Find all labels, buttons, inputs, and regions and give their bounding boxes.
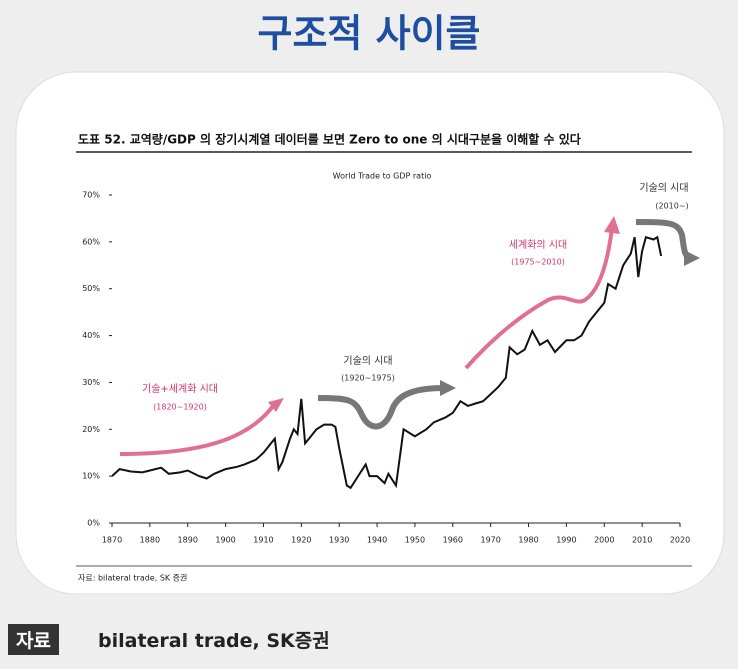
y-tick-label: 0% xyxy=(87,519,100,528)
chart-panel xyxy=(15,71,725,595)
chart-source: 자료: bilateral trade, SK 증권 xyxy=(78,573,187,583)
annotation: 기술의 시대 xyxy=(343,355,392,367)
plot: 0% 10% 20% 30% 40% 50% 60% 70% 1870 1880 1890 1900 1… xyxy=(82,182,690,545)
x-tick-label: 1980 xyxy=(518,536,538,545)
annotation: (1975~2010) xyxy=(511,258,565,267)
era-arrowhead xyxy=(684,250,700,266)
era-arrow xyxy=(317,385,445,430)
x-tick-label: 2010 xyxy=(632,536,652,545)
annotation: (1920~1975) xyxy=(341,374,395,383)
chart-title: World Trade to GDP ratio xyxy=(333,172,432,181)
slide-title: 구조적 사이클 xyxy=(258,12,481,56)
annotation: 기술의 시대 xyxy=(639,182,688,194)
annotation: 기술+세계화 시대 xyxy=(142,383,218,395)
x-tick-label: 1890 xyxy=(178,536,198,545)
era-arrow xyxy=(464,227,614,370)
era-arrowhead xyxy=(268,398,284,412)
annotation: (1820~1920) xyxy=(153,403,207,412)
footer-text: bilateral trade, SK증권 xyxy=(98,630,330,652)
x-tick-label: 1940 xyxy=(367,536,387,545)
y-tick-label: 30% xyxy=(82,378,100,387)
data-line xyxy=(111,235,663,490)
x-tick-label: 2000 xyxy=(594,536,614,545)
y-tick-label: 50% xyxy=(82,284,100,293)
x-tick-label: 1990 xyxy=(556,536,576,545)
footer-label: 자료 xyxy=(8,624,59,655)
y-tick-label: 70% xyxy=(82,191,100,200)
era-arrowhead xyxy=(604,216,620,234)
annotation: (2010~) xyxy=(655,202,688,211)
x-tick-label: 1910 xyxy=(253,536,273,545)
era-arrowhead xyxy=(440,380,456,396)
chart-caption: 도표 52. 교역량/GDP 의 장기시계열 데이터를 보면 Zero to o… xyxy=(78,132,581,147)
x-tick-label: 1870 xyxy=(102,536,122,545)
y-tick-label: 40% xyxy=(82,331,100,340)
x-tick-label: 1950 xyxy=(405,536,425,545)
x-tick-label: 2020 xyxy=(670,536,690,545)
x-tick-label: 1880 xyxy=(140,536,160,545)
y-tick-label: 60% xyxy=(82,237,100,246)
x-tick-label: 1900 xyxy=(215,536,235,545)
era-arrow xyxy=(119,400,278,456)
y-tick-label: 10% xyxy=(82,472,100,481)
y-tick-label: 20% xyxy=(82,425,100,434)
annotation: 세계화의 시대 xyxy=(509,239,567,251)
x-tick-label: 1930 xyxy=(329,536,349,545)
x-tick-label: 1960 xyxy=(443,536,463,545)
x-tick-label: 1920 xyxy=(291,536,311,545)
x-tick-label: 1970 xyxy=(480,536,500,545)
